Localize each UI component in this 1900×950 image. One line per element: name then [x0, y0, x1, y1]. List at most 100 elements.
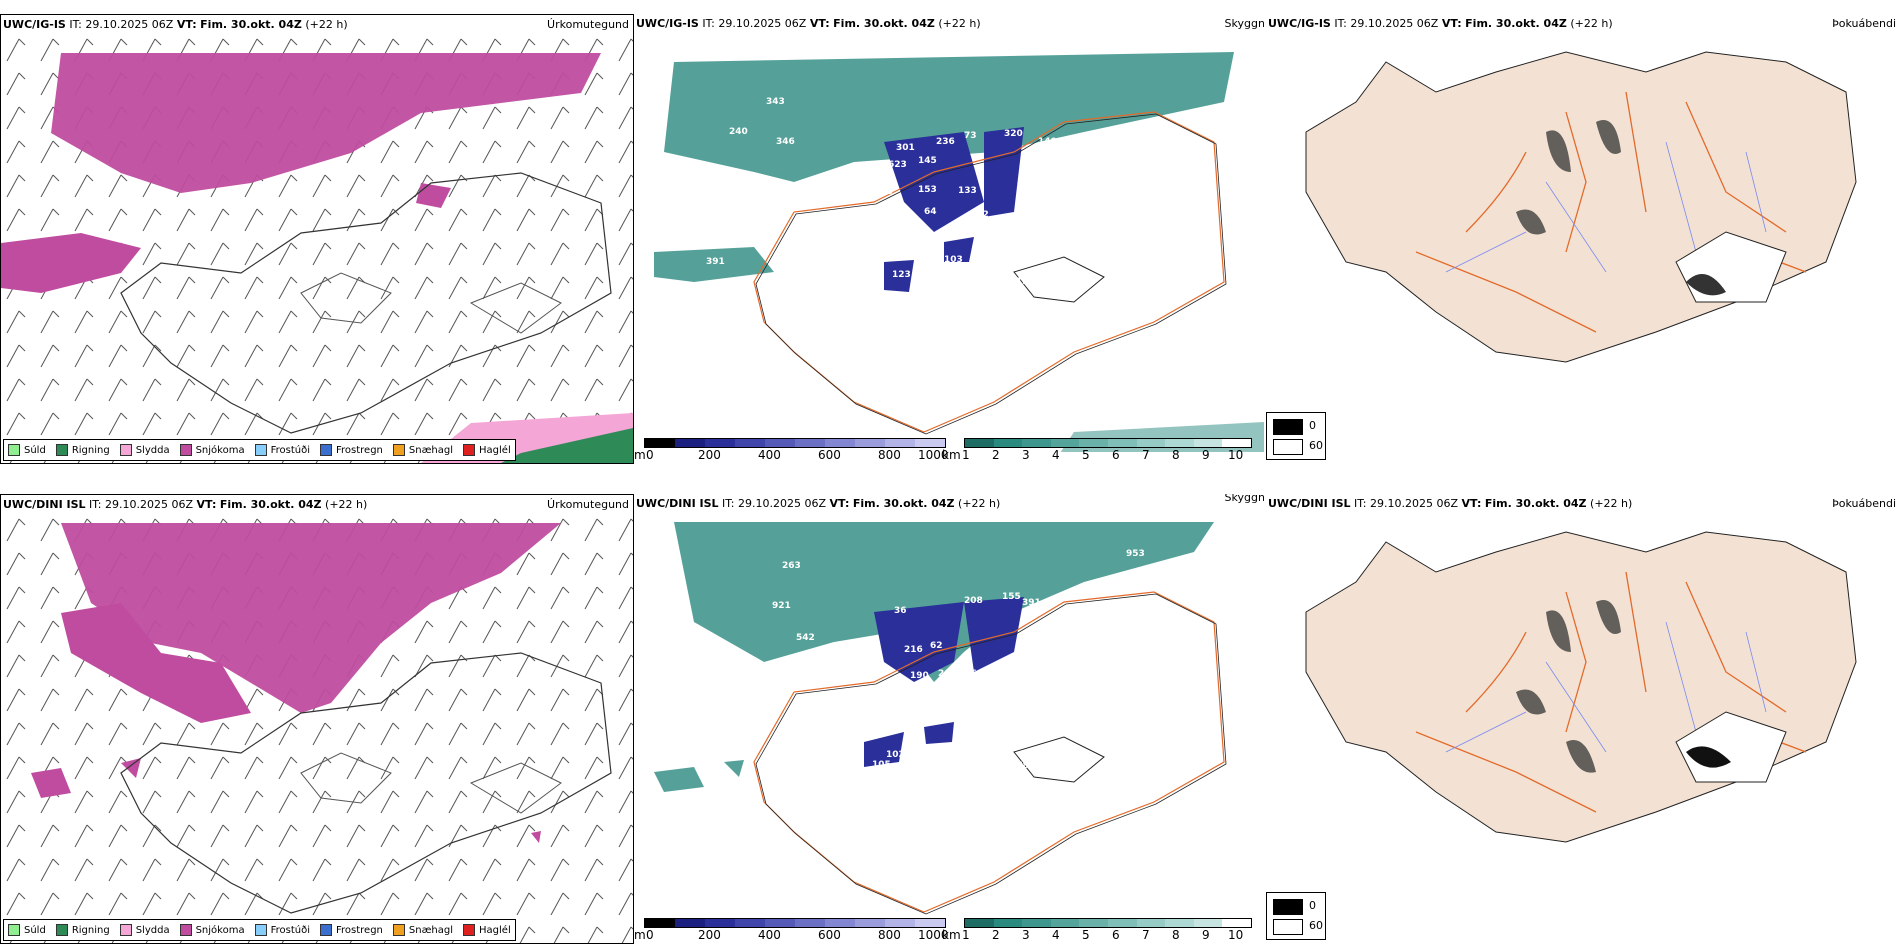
- colorbar-tick: 7: [1142, 448, 1150, 462]
- visibility-value-label: 150: [1016, 277, 1035, 287]
- colorbar-tick: 10: [1228, 928, 1244, 942]
- visibility-value-label: 607: [802, 655, 821, 665]
- legend-item: Frostregn: [320, 444, 383, 456]
- legend-item: Snæhagl: [392, 444, 453, 456]
- visibility-value-label: 155: [1002, 592, 1021, 602]
- colorbar-tick: 10: [1228, 448, 1244, 462]
- fog-legend-row1: 0 60: [1266, 412, 1326, 460]
- panel-name: Skyggni: [1224, 494, 1264, 504]
- panel-name: Skyggni: [1224, 17, 1264, 30]
- visibility-value-label: 216: [904, 645, 923, 655]
- visibility-value-label: 148: [874, 187, 893, 197]
- visibility-panel-row1: UWC/IG-IS IT: 29.10.2025 06Z VT: Fim. 30…: [634, 14, 1264, 464]
- colorbar-tick: 600: [818, 928, 841, 942]
- colorbar-tick: 600: [818, 448, 841, 462]
- colorbar-unit: m: [634, 928, 646, 942]
- colorbar-tick: 2: [992, 448, 1000, 462]
- colorbar-tick: 8: [1172, 928, 1180, 942]
- visibility-value-label: 133: [958, 186, 977, 196]
- fog-panel-row2: UWC/DINI ISL IT: 29.10.2025 06Z VT: Fim.…: [1266, 494, 1900, 884]
- legend-item: Rigning: [55, 444, 110, 456]
- legend-item: Slydda: [119, 444, 170, 456]
- colorbar-tick: 4: [1052, 448, 1060, 462]
- colorbar-tick: 0: [646, 448, 654, 462]
- panel-name: Þokuábendi: [1832, 17, 1896, 30]
- colorbar-tick: 200: [698, 448, 721, 462]
- visibility-value-label: 123: [892, 270, 911, 280]
- precip-legend: Súld Rigning Slydda Snjókoma Frostúði Fr…: [3, 439, 516, 461]
- fog-map: [1305, 531, 1857, 843]
- visibility-colorbar-m: m 0 200 400 600 800 1000: [634, 436, 949, 462]
- visibility-value-label: 623: [888, 160, 907, 170]
- visibility-panel-row2: UWC/DINI ISL IT: 29.10.2025 06Z VT: Fim.…: [634, 494, 1264, 944]
- visibility-value-label: 153: [918, 185, 937, 195]
- visibility-value-label: 62: [930, 641, 943, 651]
- colorbar-tick: 200: [698, 928, 721, 942]
- visibility-value-label: 190: [910, 671, 929, 681]
- visibility-value-label: 41: [896, 691, 909, 701]
- colorbar-tick: 5: [1082, 448, 1090, 462]
- colorbar-unit: km: [942, 928, 961, 942]
- colorbar-tick: 6: [1112, 928, 1120, 942]
- colorbar-tick: 400: [758, 928, 781, 942]
- visibility-value-label: 73: [964, 131, 977, 141]
- legend-item: Haglél: [463, 444, 511, 456]
- colorbar-unit: km: [942, 448, 961, 462]
- colorbar-tick: 2: [992, 928, 1000, 942]
- panel-title: UWC/IG-IS IT: 29.10.2025 06Z VT: Fim. 30…: [1268, 17, 1613, 30]
- visibility-value-label: 358: [1096, 147, 1115, 157]
- visibility-value-label: 145: [918, 156, 937, 166]
- colorbar-tick: 4: [1052, 928, 1060, 942]
- visibility-value-label: 103: [944, 255, 963, 265]
- visibility-value-label: 396: [958, 669, 977, 679]
- visibility-value-label: 346: [776, 137, 795, 147]
- fog-legend-low: 60: [1309, 919, 1323, 932]
- visibility-colorbar-m: m 0 200 400 600 800 1000: [634, 916, 949, 942]
- legend-item: Súld: [8, 444, 46, 456]
- fog-legend-high: 0: [1309, 419, 1316, 432]
- visibility-value-label: 36: [894, 606, 907, 616]
- colorbar-tick: 800: [878, 928, 901, 942]
- legend-item: Frostúði: [254, 444, 310, 456]
- visibility-value-label: 105: [872, 760, 891, 770]
- colorbar-tick: 9: [1202, 448, 1210, 462]
- visibility-value-label: 343: [766, 97, 785, 107]
- colorbar-tick: 6: [1112, 448, 1120, 462]
- fog-legend-low: 60: [1309, 439, 1323, 452]
- fog-legend-row2: 0 60: [1266, 892, 1326, 940]
- precip-panel-row2: UWC/DINI ISL IT: 29.10.2025 06Z VT: Fim.…: [0, 494, 634, 944]
- visibility-map: 343 240 346 301 236 73 320 140 358 623 145 148 153 13…: [654, 52, 1264, 452]
- colorbar-tick: 1: [962, 448, 970, 462]
- precip-legend: Súld Rigning Slydda Snjókoma Frostúði Fr…: [3, 919, 516, 941]
- legend-item: Snjókoma: [179, 924, 245, 936]
- precip-panel-row1: UWC/IG-IS IT: 29.10.2025 06Z VT: Fim. 30…: [0, 14, 634, 464]
- visibility-value-label: 240: [729, 127, 748, 137]
- legend-item: Haglél: [463, 924, 511, 936]
- panel-name: Þokuábendi: [1832, 497, 1896, 510]
- visibility-value-label: 236: [936, 137, 955, 147]
- visibility-value-label: 231: [964, 696, 983, 706]
- legend-item: Snæhagl: [392, 924, 453, 936]
- visibility-value-label: 301: [896, 143, 915, 153]
- colorbar-tick: 1000: [918, 928, 949, 942]
- visibility-colorbar-km: km 1 2 3 4 5 6 7 8 9 10: [942, 436, 1262, 462]
- colorbar-tick: 400: [758, 448, 781, 462]
- panel-title: UWC/DINI ISL IT: 29.10.2025 06Z VT: Fim.…: [1268, 497, 1633, 510]
- fog-legend-high: 0: [1309, 899, 1316, 912]
- colorbar-tick: 1: [962, 928, 970, 942]
- panel-name: Úrkomutegund: [547, 18, 629, 31]
- visibility-value-label: 12: [860, 653, 873, 663]
- visibility-value-label: 953: [1126, 549, 1145, 559]
- visibility-value-label: 391: [1022, 598, 1041, 608]
- colorbar-unit: m: [634, 448, 646, 462]
- colorbar-tick: 800: [878, 448, 901, 462]
- visibility-value-label: 140: [1038, 137, 1057, 147]
- visibility-value-label: 127: [926, 749, 945, 759]
- visibility-value-label: 51: [792, 716, 805, 726]
- visibility-colorbar-km: km 1 2 3 4 5 6 7 8 9 10: [942, 916, 1262, 942]
- colorbar-tick: 8: [1172, 448, 1180, 462]
- legend-item: Frostregn: [320, 924, 383, 936]
- panel-title: UWC/IG-IS IT: 29.10.2025 06Z VT: Fim. 30…: [3, 18, 348, 31]
- visibility-value-label: 102: [886, 750, 905, 760]
- visibility-value-label: 208: [964, 596, 983, 606]
